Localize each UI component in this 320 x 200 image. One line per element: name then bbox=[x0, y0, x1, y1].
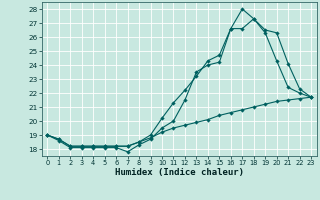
X-axis label: Humidex (Indice chaleur): Humidex (Indice chaleur) bbox=[115, 168, 244, 177]
